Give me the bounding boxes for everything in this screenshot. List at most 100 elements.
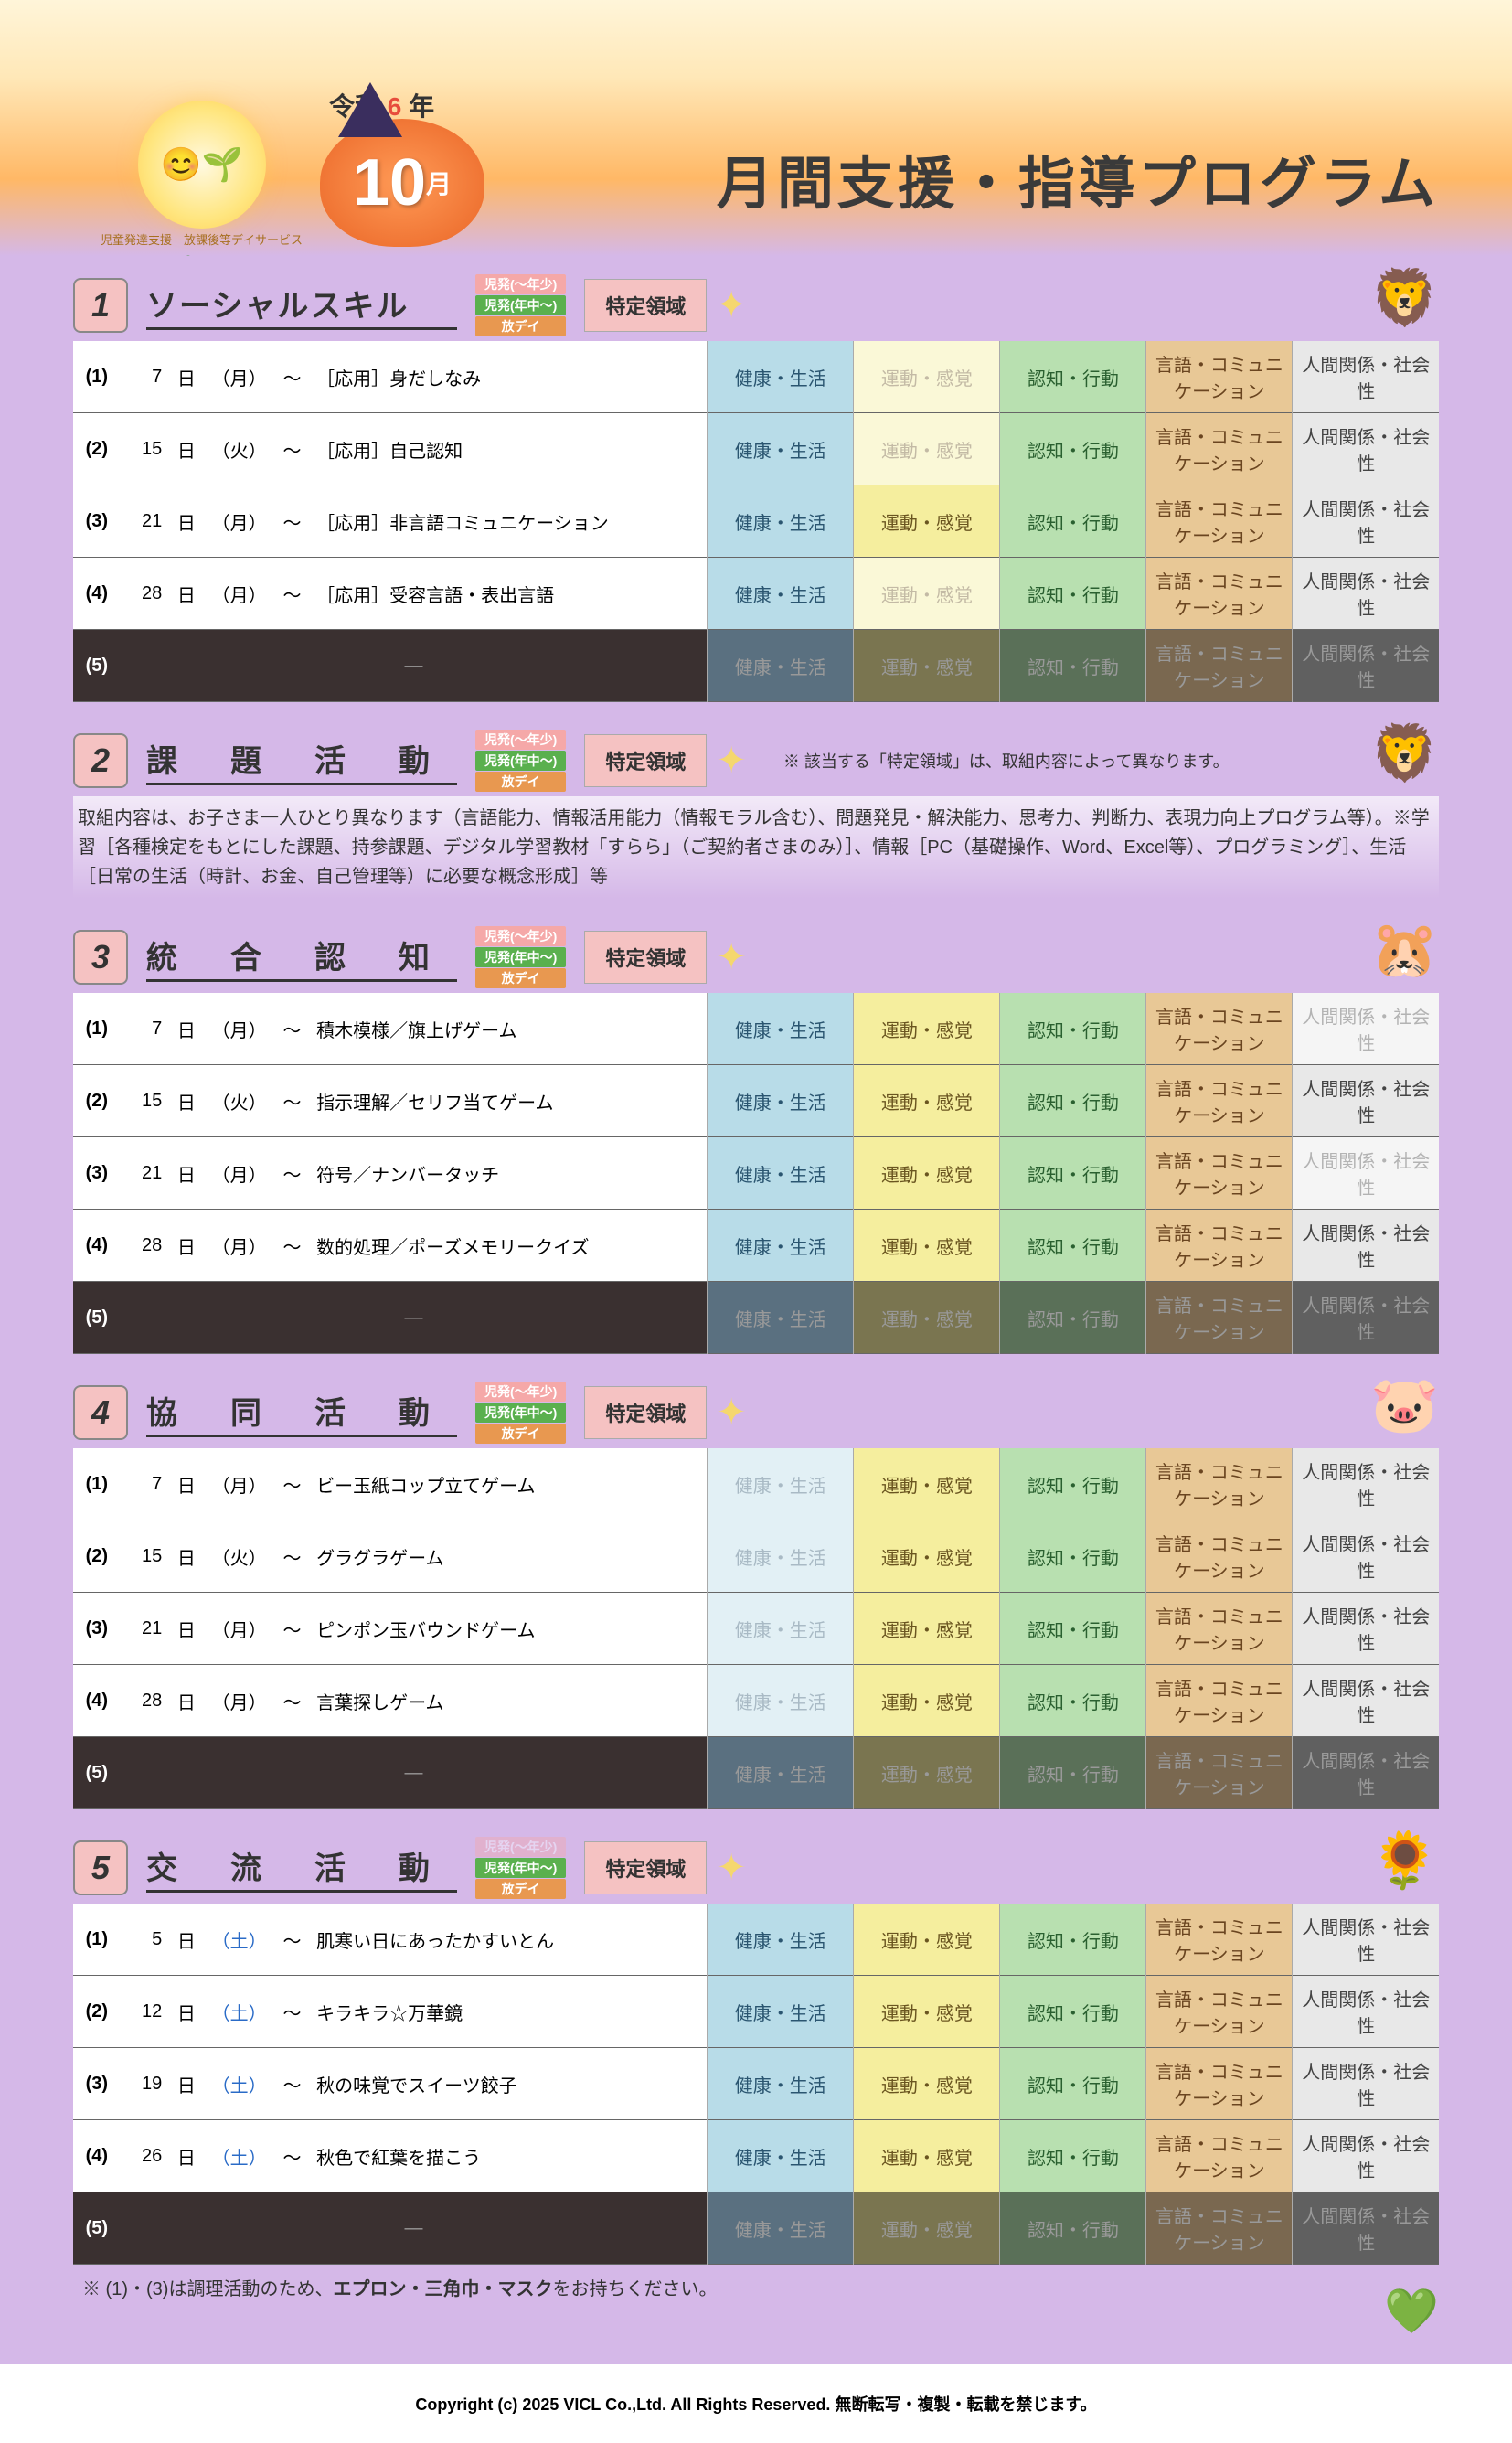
category-lang: 言語・コミュニケーション bbox=[1146, 630, 1293, 702]
row-day: 21 bbox=[121, 1593, 168, 1665]
category-motion: 運動・感覚 bbox=[854, 341, 1000, 413]
table-row: (5) ― 健康・生活運動・感覚認知・行動言語・コミュニケーション人間関係・社会… bbox=[73, 2192, 1439, 2265]
category-motion: 運動・感覚 bbox=[854, 413, 1000, 485]
category-social: 人間関係・社会性 bbox=[1293, 2048, 1439, 2120]
row-topic: 符号／ナンバータッチ bbox=[311, 1137, 708, 1210]
row-day: 7 bbox=[121, 993, 168, 1065]
schedule-table: (1) 7 日 （月） ～ ［応用］身だしなみ 健康・生活運動・感覚認知・行動言… bbox=[73, 341, 1439, 702]
logo-support-text: 児童発達支援 放課後等デイサービス bbox=[101, 230, 303, 248]
row-day: 19 bbox=[121, 2048, 168, 2120]
badges: 児発(～年少)児発(年中～)放デイ bbox=[475, 1382, 566, 1444]
badge-orange: 放デイ bbox=[475, 1424, 566, 1444]
section-title: 交 流 活 動 bbox=[146, 1843, 457, 1893]
category-health: 健康・生活 bbox=[708, 341, 854, 413]
section-title: 課 題 活 動 bbox=[146, 736, 457, 785]
section-number: 1 bbox=[73, 278, 128, 333]
row-topic: グラグラゲーム bbox=[311, 1520, 708, 1593]
category-social: 人間関係・社会性 bbox=[1293, 1448, 1439, 1520]
category-health: 健康・生活 bbox=[708, 1448, 854, 1520]
category-cog: 認知・行動 bbox=[1000, 2120, 1146, 2192]
table-row: (3) 21 日 （月） ～ 符号／ナンバータッチ 健康・生活運動・感覚認知・行… bbox=[73, 1137, 1439, 1210]
category-social: 人間関係・社会性 bbox=[1293, 413, 1439, 485]
row-day: 15 bbox=[121, 413, 168, 485]
category-cog: 認知・行動 bbox=[1000, 2192, 1146, 2265]
row-day: 28 bbox=[121, 1210, 168, 1282]
category-social: 人間関係・社会性 bbox=[1293, 1593, 1439, 1665]
row-topic: 数的処理／ポーズメモリークイズ bbox=[311, 1210, 708, 1282]
row-topic: ビー玉紙コップ立てゲーム bbox=[311, 1448, 708, 1520]
schedule-table: (1) 7 日 （月） ～ 積木模様／旗上げゲーム 健康・生活運動・感覚認知・行… bbox=[73, 993, 1439, 1354]
row-day: 26 bbox=[121, 2120, 168, 2192]
month-number: 10 bbox=[353, 145, 426, 220]
row-index: (3) bbox=[73, 1137, 121, 1210]
category-social: 人間関係・社会性 bbox=[1293, 341, 1439, 413]
category-health: 健康・生活 bbox=[708, 630, 854, 702]
category-motion: 運動・感覚 bbox=[854, 1737, 1000, 1809]
category-motion: 運動・感覚 bbox=[854, 485, 1000, 558]
category-social: 人間関係・社会性 bbox=[1293, 1210, 1439, 1282]
category-lang: 言語・コミュニケーション bbox=[1146, 1737, 1293, 1809]
category-cog: 認知・行動 bbox=[1000, 341, 1146, 413]
section-4: 🐷 4 協 同 活 動 児発(～年少)児発(年中～)放デイ 特定領域 ✦ (1)… bbox=[73, 1382, 1439, 1809]
category-cog: 認知・行動 bbox=[1000, 1210, 1146, 1282]
category-cog: 認知・行動 bbox=[1000, 630, 1146, 702]
row-day: 28 bbox=[121, 1665, 168, 1737]
row-topic: ［応用］受容言語・表出言語 bbox=[311, 558, 708, 630]
category-lang: 言語・コミュニケーション bbox=[1146, 1904, 1293, 1976]
category-cog: 認知・行動 bbox=[1000, 1137, 1146, 1210]
category-cog: 認知・行動 bbox=[1000, 1593, 1146, 1665]
table-row: (4) 28 日 （月） ～ ［応用］受容言語・表出言語 健康・生活運動・感覚認… bbox=[73, 558, 1439, 630]
badge-pink: 児発(～年少) bbox=[475, 274, 566, 294]
category-cog: 認知・行動 bbox=[1000, 1065, 1146, 1137]
category-health: 健康・生活 bbox=[708, 1904, 854, 1976]
row-day: 7 bbox=[121, 341, 168, 413]
tokutei-label: 特定領域 bbox=[584, 279, 707, 332]
table-row: (4) 28 日 （月） ～ 数的処理／ポーズメモリークイズ 健康・生活運動・感… bbox=[73, 1210, 1439, 1282]
category-cog: 認知・行動 bbox=[1000, 1737, 1146, 1809]
row-index: (3) bbox=[73, 1593, 121, 1665]
category-health: 健康・生活 bbox=[708, 1737, 854, 1809]
badges: 児発(～年少)児発(年中～)放デイ bbox=[475, 274, 566, 336]
category-social: 人間関係・社会性 bbox=[1293, 1737, 1439, 1809]
row-day: 12 bbox=[121, 1976, 168, 2048]
category-health: 健康・生活 bbox=[708, 2192, 854, 2265]
row-index: (4) bbox=[73, 558, 121, 630]
row-day: 28 bbox=[121, 558, 168, 630]
category-health: 健康・生活 bbox=[708, 2120, 854, 2192]
category-health: 健康・生活 bbox=[708, 993, 854, 1065]
sparkle-icon: ✦ bbox=[716, 936, 747, 978]
row-dow: （土） bbox=[206, 1904, 273, 1976]
badge-green: 児発(年中～) bbox=[475, 295, 566, 315]
row-topic: ピンポン玉バウンドゲーム bbox=[311, 1593, 708, 1665]
row-index: (3) bbox=[73, 485, 121, 558]
table-row: (1) 7 日 （月） ～ ［応用］身だしなみ 健康・生活運動・感覚認知・行動言… bbox=[73, 341, 1439, 413]
copyright: Copyright (c) 2025 VICL Co.,Ltd. All Rig… bbox=[0, 2364, 1512, 2443]
footer-heart-icon: 💚 bbox=[1384, 2285, 1439, 2337]
row-dow: （火） bbox=[206, 1065, 273, 1137]
category-motion: 運動・感覚 bbox=[854, 1976, 1000, 2048]
section-number: 4 bbox=[73, 1385, 128, 1440]
category-motion: 運動・感覚 bbox=[854, 630, 1000, 702]
row-index: (2) bbox=[73, 1520, 121, 1593]
row-day: 15 bbox=[121, 1065, 168, 1137]
table-row: (5) ― 健康・生活運動・感覚認知・行動言語・コミュニケーション人間関係・社会… bbox=[73, 1282, 1439, 1354]
table-row: (1) 7 日 （月） ～ 積木模様／旗上げゲーム 健康・生活運動・感覚認知・行… bbox=[73, 993, 1439, 1065]
category-lang: 言語・コミュニケーション bbox=[1146, 1593, 1293, 1665]
category-health: 健康・生活 bbox=[708, 2048, 854, 2120]
category-social: 人間関係・社会性 bbox=[1293, 1137, 1439, 1210]
badge-orange: 放デイ bbox=[475, 772, 566, 792]
badges: 児発(～年少)児発(年中～)放デイ bbox=[475, 1837, 566, 1899]
sparkle-icon: ✦ bbox=[716, 284, 747, 326]
badges: 児発(～年少)児発(年中～)放デイ bbox=[475, 730, 566, 792]
row-topic: ［応用］非言語コミュニケーション bbox=[311, 485, 708, 558]
header: 😊🌱 児童発達支援 放課後等デイサービス ハッピーテラス 綱島教室 令和 6 年… bbox=[0, 0, 1512, 256]
sparkle-icon: ✦ bbox=[716, 1392, 747, 1434]
category-social: 人間関係・社会性 bbox=[1293, 2120, 1439, 2192]
category-cog: 認知・行動 bbox=[1000, 1976, 1146, 2048]
category-lang: 言語・コミュニケーション bbox=[1146, 1448, 1293, 1520]
category-cog: 認知・行動 bbox=[1000, 1282, 1146, 1354]
section-3: 🐹 3 統 合 認 知 児発(～年少)児発(年中～)放デイ 特定領域 ✦ (1)… bbox=[73, 926, 1439, 1354]
table-row: (2) 15 日 （火） ～ 指示理解／セリフ当てゲーム 健康・生活運動・感覚認… bbox=[73, 1065, 1439, 1137]
tokutei-label: 特定領域 bbox=[584, 1841, 707, 1894]
category-social: 人間関係・社会性 bbox=[1293, 1665, 1439, 1737]
